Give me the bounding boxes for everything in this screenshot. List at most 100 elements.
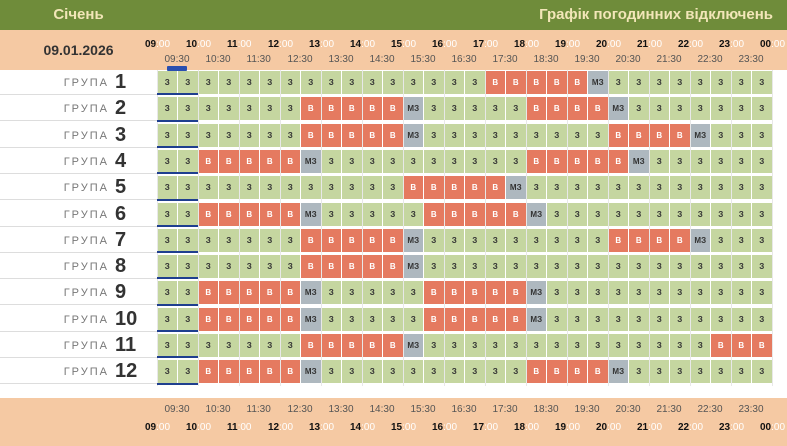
- group-number: 11: [115, 334, 137, 356]
- slot-cell: В: [444, 176, 464, 200]
- hour-gridline: [239, 70, 240, 386]
- half-hour-tick-bottom: 17:30: [492, 404, 518, 415]
- slot-cell: З: [547, 307, 567, 331]
- group-label: ГРУПА 3: [0, 122, 157, 148]
- slot-cell: В: [649, 123, 669, 147]
- slot-cell: З: [588, 307, 608, 331]
- half-hour-tick-bottom: 11:30: [246, 404, 271, 415]
- half-hour-tick-bottom: 23:30: [738, 404, 764, 415]
- slot-cell: В: [219, 149, 239, 173]
- slot-cell: В: [567, 149, 587, 173]
- slot-cell: З: [178, 71, 198, 94]
- slot-cell: В: [198, 360, 218, 384]
- slot-cell: З: [178, 281, 198, 305]
- hour-tick-bottom: 23:00: [719, 422, 745, 433]
- group-number: 2: [115, 97, 127, 120]
- slot-cell: З: [219, 255, 239, 279]
- slot-cell: З: [239, 97, 259, 121]
- slot-cell: З: [383, 149, 403, 173]
- hour-gridline: [608, 70, 609, 386]
- slot-cell: З: [424, 71, 444, 94]
- group-word: ГРУПА: [63, 261, 109, 274]
- slot-cell: З: [485, 255, 505, 279]
- slot-cell: З: [547, 123, 567, 147]
- hour-tick-top: 15:00: [391, 39, 417, 50]
- top-time-band: [0, 30, 787, 70]
- half-hour-tick-bottom: 18:30: [533, 404, 559, 415]
- slot-cell: З: [239, 334, 259, 357]
- slot-cell: З: [711, 149, 731, 173]
- slot-cell: В: [588, 97, 608, 121]
- slot-cell: В: [485, 281, 505, 305]
- slot-cell: З: [485, 149, 505, 173]
- slot-cell: В: [321, 123, 341, 147]
- current-slot-underline: [157, 198, 198, 201]
- slot-cell: В: [567, 360, 587, 384]
- month-title: Січень: [53, 6, 104, 23]
- hour-tick-bottom: 12:00: [268, 422, 294, 433]
- slot-cell: З: [567, 123, 587, 147]
- slot-cell: МЗ: [403, 97, 423, 121]
- slot-cell: З: [629, 360, 649, 384]
- slot-cell: З: [547, 255, 567, 279]
- slot-cell: З: [690, 176, 710, 200]
- slot-cell: В: [321, 97, 341, 121]
- slot-cell: З: [321, 202, 341, 226]
- half-hour-tick-bottom: 14:30: [369, 404, 395, 415]
- slot-cell: З: [629, 334, 649, 357]
- slot-cell: В: [383, 123, 403, 147]
- slot-cell: З: [219, 97, 239, 121]
- slot-cell: З: [198, 334, 218, 357]
- slot-cell: З: [731, 255, 751, 279]
- slot-cell: В: [608, 228, 628, 252]
- hour-gridline: [198, 70, 199, 386]
- slot-cell: В: [670, 228, 690, 252]
- group-label: ГРУПА 1: [0, 70, 157, 95]
- slot-cell: В: [342, 255, 362, 279]
- schedule-title: Графік погодинних відключень: [539, 6, 773, 23]
- slot-cell: З: [485, 97, 505, 121]
- slot-cell: З: [280, 176, 300, 200]
- slot-cell: В: [588, 149, 608, 173]
- hour-tick-top: 22:00: [678, 39, 704, 50]
- group-word: ГРУПА: [63, 340, 109, 352]
- slot-cell: З: [649, 360, 669, 384]
- hour-tick-top: 11:00: [227, 39, 252, 50]
- slot-cell: В: [567, 71, 587, 94]
- slot-cell: В: [526, 97, 546, 121]
- hour-tick-bottom: 14:00: [350, 422, 376, 433]
- slot-cell: З: [280, 123, 300, 147]
- hour-tick-bottom: 10:00: [186, 422, 212, 433]
- half-hour-tick-top: 12:30: [287, 54, 313, 65]
- half-hour-tick-bottom: 21:30: [656, 404, 682, 415]
- hour-tick-bottom: 00:00: [760, 422, 786, 433]
- current-slot-underline: [157, 382, 198, 385]
- slot-cell: З: [157, 307, 177, 331]
- slot-cell: З: [690, 255, 710, 279]
- slot-cell: З: [239, 228, 259, 252]
- slot-cell: З: [567, 228, 587, 252]
- slot-cell: З: [280, 255, 300, 279]
- slot-cell: В: [280, 202, 300, 226]
- group-number: 9: [115, 281, 127, 304]
- slot-cell: З: [465, 255, 485, 279]
- slot-cell: З: [670, 97, 690, 121]
- current-slot-underline: [157, 251, 198, 254]
- slot-cell: З: [588, 202, 608, 226]
- slot-cell: В: [547, 97, 567, 121]
- half-hour-tick-bottom: 12:30: [287, 404, 313, 415]
- slot-cell: З: [649, 176, 669, 200]
- slot-cell: З: [403, 360, 423, 384]
- slot-cell: В: [485, 202, 505, 226]
- slot-cell: З: [629, 71, 649, 94]
- slot-cell: З: [526, 255, 546, 279]
- slot-cell: З: [403, 202, 423, 226]
- half-hour-tick-top: 17:30: [492, 54, 518, 65]
- slot-cell: З: [649, 307, 669, 331]
- slot-cell: В: [567, 97, 587, 121]
- slot-cell: З: [178, 123, 198, 147]
- slot-cell: МЗ: [301, 360, 321, 384]
- slot-cell: З: [260, 255, 280, 279]
- slot-cell: З: [588, 334, 608, 357]
- group-word: ГРУПА: [63, 208, 109, 221]
